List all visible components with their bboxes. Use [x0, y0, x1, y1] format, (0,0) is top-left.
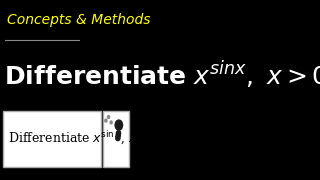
Text: Differentiate $x^{\sin x}$, $x > 0$ w.r.t. $x.$: Differentiate $x^{\sin x}$, $x > 0$ w.r.… [8, 130, 212, 147]
Text: $\bf{Differentiate}$ $x^{\mathit{sinx}},\ x > 0\ \mathit{w.r.t}\ \mathit{x}.$: $\bf{Differentiate}$ $x^{\mathit{sinx}},… [4, 60, 320, 91]
Text: Concepts & Methods: Concepts & Methods [7, 13, 150, 27]
FancyBboxPatch shape [3, 111, 101, 166]
Circle shape [108, 116, 110, 118]
Circle shape [110, 121, 112, 124]
Circle shape [105, 119, 107, 122]
Circle shape [115, 120, 123, 130]
FancyBboxPatch shape [103, 111, 129, 166]
